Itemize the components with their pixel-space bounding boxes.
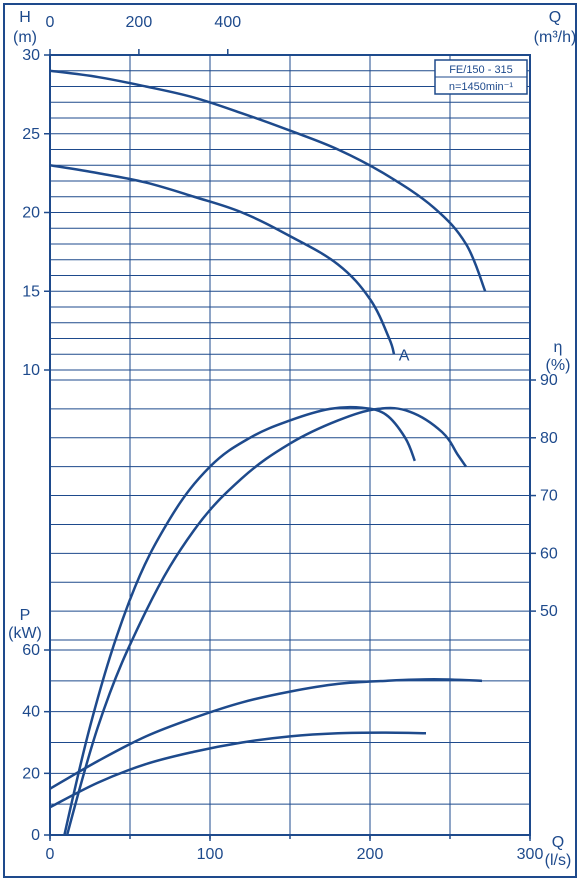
eta-tick-label: 80 [540, 430, 558, 447]
qtop-tick-label: 0 [46, 14, 55, 31]
h-axis-label: H [19, 9, 31, 26]
qbot-unit: (l/s) [545, 852, 572, 869]
qbot-tick-label: 0 [46, 846, 55, 863]
p-tick-label: 60 [22, 642, 40, 659]
eta-label: η [554, 339, 563, 356]
qtop-tick-label: 400 [214, 14, 241, 31]
p-unit: (kW) [8, 625, 42, 642]
eta-tick-label: 70 [540, 488, 558, 505]
annotation-a: A [399, 347, 410, 364]
p-tick-label: 0 [31, 827, 40, 844]
eta-tick-label: 90 [540, 372, 558, 389]
p-label: P [20, 607, 31, 624]
p-tick-label: 20 [22, 765, 40, 782]
chart-svg: 10 15 20 25 30 50 60 70 80 90 0 20 40 60 0 200 400 0 100 20… [0, 0, 580, 881]
qtop-unit: (m³/h) [534, 29, 577, 46]
h-tick-label: 10 [22, 362, 40, 379]
p-tick-label: 40 [22, 704, 40, 721]
h-tick-label: 30 [22, 47, 40, 64]
eta-tick-label: 60 [540, 545, 558, 562]
h-tick-label: 15 [22, 283, 40, 300]
eta-tick-label: 50 [540, 603, 558, 620]
curve-eta2 [50, 407, 415, 881]
qbot-tick-label: 200 [357, 846, 384, 863]
curve-eta1 [50, 408, 466, 881]
qbot-tick-label: 300 [517, 846, 544, 863]
qtop-label: Q [549, 9, 561, 26]
pump-curve-chart: 10 15 20 25 30 50 60 70 80 90 0 20 40 60 0 200 400 0 100 20… [0, 0, 580, 881]
info-line1: FE/150 - 315 [449, 64, 513, 76]
h-tick-label: 20 [22, 205, 40, 222]
info-line2: n=1450min⁻¹ [449, 81, 514, 93]
h-tick-label: 25 [22, 126, 40, 143]
h-axis-unit: (m) [13, 29, 37, 46]
eta-unit: (%) [546, 357, 571, 374]
qtop-tick-label: 200 [126, 14, 153, 31]
qbot-label: Q [552, 834, 564, 851]
qbot-tick-label: 100 [197, 846, 224, 863]
